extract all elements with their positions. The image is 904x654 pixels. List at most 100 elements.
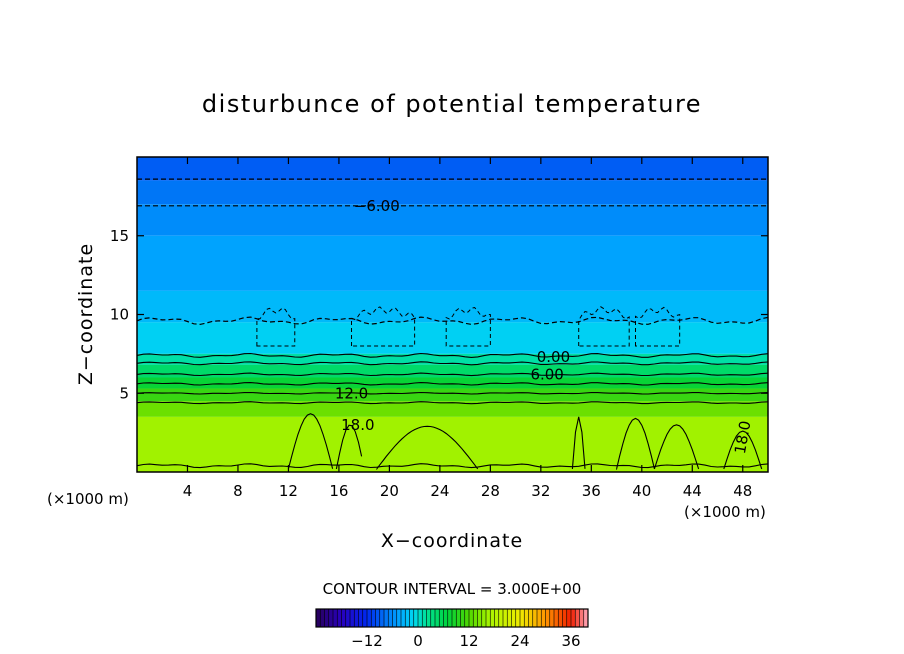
contour-18-region-6	[723, 430, 763, 470]
colorbar-cell	[409, 609, 415, 627]
colorbar-cell	[549, 609, 555, 627]
contour-line-0	[137, 352, 768, 358]
contour-label: 18.0	[341, 416, 374, 434]
x-tick-label: 40	[632, 482, 651, 500]
x-axis-ticks: 4 8 12 16 20 24 28 32 36 40 44 48	[183, 157, 752, 500]
colorbar-cell	[426, 609, 432, 627]
field-band-10	[137, 401, 768, 417]
colorbar-cell	[532, 609, 538, 627]
colorbar-cell	[350, 609, 355, 627]
colorbar-cell	[566, 609, 572, 627]
field-band-7	[137, 364, 768, 378]
colorbar-cell	[379, 609, 385, 627]
contour-layer	[137, 178, 768, 471]
contour-line-18-bottom	[137, 463, 768, 469]
field-band-4	[137, 290, 768, 323]
field-band-1	[137, 180, 768, 205]
colorbar-cell	[367, 609, 372, 627]
colorbar-cell	[435, 609, 440, 627]
colorbar-cell	[401, 609, 406, 627]
contour-cell-1	[350, 306, 416, 347]
x-tick-label: 32	[531, 482, 550, 500]
colorbar-cell	[388, 609, 393, 627]
contour-cell-3	[578, 306, 630, 347]
colorbar-cell	[333, 609, 338, 627]
colorbar-cell	[341, 609, 347, 627]
colorbar-cell	[571, 609, 576, 627]
colorbar-cell	[558, 609, 563, 627]
field-band-9	[137, 388, 768, 402]
y-tick-label: 15	[110, 227, 129, 245]
colorbar-cell	[452, 609, 457, 627]
colorbar-cell	[422, 609, 427, 627]
colorbar-cell	[456, 609, 461, 627]
colorbar-tick-label: −12	[351, 632, 383, 650]
contour-line-12	[137, 391, 768, 395]
contour-line-15	[137, 401, 768, 405]
x-tick-label: 36	[582, 482, 601, 500]
colorbar-cell	[430, 609, 436, 627]
colorbar-cell	[486, 609, 491, 627]
contour-18-region-2	[376, 425, 479, 471]
contour-label: 0.00	[537, 348, 570, 366]
colorbar-cell	[477, 609, 483, 627]
field-band-11	[137, 416, 768, 472]
colorbar-cell	[316, 609, 321, 627]
contour-18-region-4	[616, 417, 655, 471]
colorbar-cell	[554, 609, 559, 627]
contour-cell-2	[445, 306, 491, 347]
x-tick-label: 12	[279, 482, 298, 500]
colorbar-cell	[418, 609, 423, 627]
colorbar-cell	[464, 609, 470, 627]
colorbar-cell	[511, 609, 517, 627]
colorbar-cell	[545, 609, 551, 627]
x-axis-label: X−coordinate	[381, 530, 523, 552]
colorbar-cell	[320, 609, 325, 627]
colorbar-cell	[524, 609, 529, 627]
field-band-2	[137, 204, 768, 236]
x-tick-label: 8	[233, 482, 243, 500]
contour-line-9	[137, 382, 768, 386]
contour-18-region-5	[653, 424, 700, 470]
y-tick-label: 5	[119, 384, 129, 402]
x-tick-label: 28	[481, 482, 500, 500]
colorbar-cell	[528, 609, 534, 627]
x-tick-label: 48	[733, 482, 752, 500]
colorbar-tick-labels: −12 0 12 24 36	[351, 632, 580, 650]
colorbar-cell	[515, 609, 521, 627]
contour-label: 18.0	[731, 419, 755, 455]
colorbar-cell	[460, 609, 466, 627]
colorbar-cell	[520, 609, 525, 627]
colorbar-frame	[315, 608, 589, 628]
y-axis-units: (×1000 m)	[47, 490, 129, 508]
colorbar-cell	[537, 609, 542, 627]
field-band-0	[137, 157, 768, 181]
colorbar-cell	[354, 609, 359, 627]
colorbar-cell	[337, 609, 342, 627]
colorbar-cell	[392, 609, 398, 627]
contour-line-6	[137, 372, 768, 377]
x-tick-label: 16	[329, 482, 348, 500]
contour-label: 6.00	[530, 365, 563, 383]
contour-18-region-1	[335, 424, 363, 470]
chart-title: disturbunce of potential temperature	[202, 90, 702, 118]
contour-line-neg3	[137, 316, 768, 326]
colorbar-cell	[384, 609, 389, 627]
colorbar-cell	[507, 609, 512, 627]
x-tick-label: 24	[430, 482, 449, 500]
colorbar-tick-label: 0	[413, 632, 423, 650]
contour-label-layer: −6.00 0.006.00 12.0 18.0 18.0	[335, 197, 755, 456]
field-layer	[137, 157, 768, 472]
colorbar-cell	[503, 609, 508, 627]
colorbar-cell	[469, 609, 474, 627]
colorbar-cell	[498, 609, 504, 627]
y-axis-ticks: 5 10 15	[110, 227, 768, 402]
colorbar-cell	[375, 609, 381, 627]
field-band-5	[137, 322, 768, 354]
colorbar-cell	[405, 609, 410, 627]
colorbar-cell	[473, 609, 478, 627]
colorbar-cell	[413, 609, 419, 627]
colorbar-cell	[345, 609, 351, 627]
y-axis-label: Z−coordinate	[75, 243, 97, 385]
